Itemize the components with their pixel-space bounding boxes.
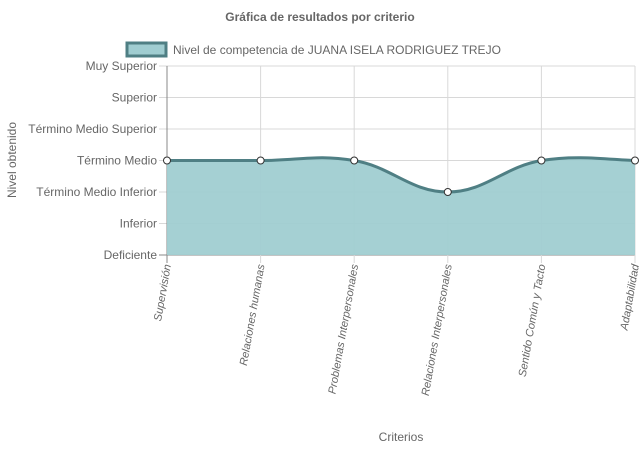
data-point[interactable]: [256, 156, 265, 165]
data-point[interactable]: [350, 156, 359, 165]
data-point[interactable]: [537, 156, 546, 165]
y-axis-ticks: Deficiente Inferior Término Medio Inferior…: [28, 59, 157, 262]
y-tick-label: Inferior: [120, 217, 157, 231]
y-tick-label: Término Medio Inferior: [36, 185, 157, 199]
x-axis-ticks: Supervisión Relaciones humanas Problemas I…: [152, 263, 639, 397]
legend-swatch: [125, 41, 168, 58]
series-line: [167, 156, 636, 194]
y-tick-label: Término Medio: [77, 154, 157, 168]
x-tick-label: Relaciones humanas: [238, 263, 268, 367]
y-tick-label: Superior: [112, 91, 157, 105]
x-tick-label: Supervisión: [152, 263, 174, 322]
x-axis-label: Criterios: [379, 430, 424, 444]
x-tick-label: Problemas Interpersonales: [327, 263, 362, 395]
chart-title: Gráfica de resultados por criterio: [225, 10, 414, 24]
plot-area: [167, 156, 636, 255]
x-tick-label: Relaciones Interpersonales: [420, 263, 455, 397]
x-tick-label: Sentido Común y Tacto: [517, 263, 549, 377]
data-point[interactable]: [631, 156, 639, 165]
series-area: [167, 157, 635, 255]
legend[interactable]: Nivel de competencia de JUANA ISELA RODR…: [125, 41, 501, 58]
y-tick-label: Término Medio Superior: [28, 122, 157, 136]
y-axis-label: Nivel obtenido: [5, 122, 19, 198]
y-tick-label: Deficiente: [104, 248, 158, 262]
data-points: [163, 156, 639, 196]
legend-label: Nivel de competencia de JUANA ISELA RODR…: [173, 43, 501, 57]
y-tick-label: Muy Superior: [86, 59, 157, 73]
data-point[interactable]: [443, 188, 452, 196]
x-tick-label: Adaptabilidad: [618, 263, 639, 333]
data-point[interactable]: [163, 156, 171, 165]
